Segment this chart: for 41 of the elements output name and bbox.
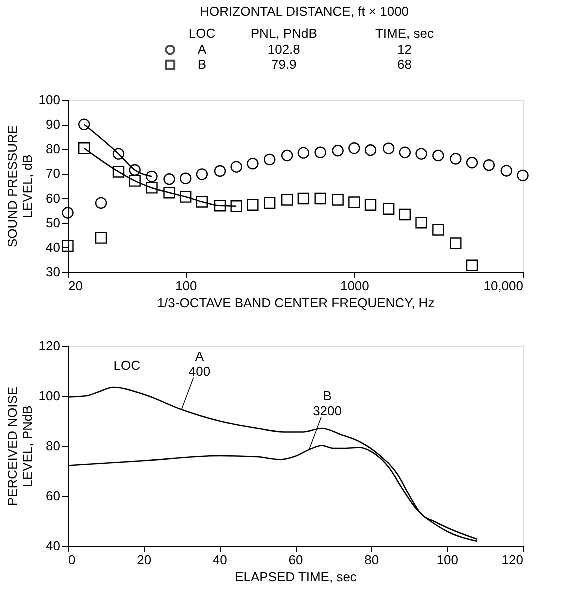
x-tick-label: 40 (212, 552, 228, 568)
y-tick-label: 40 (46, 538, 60, 554)
y-axis-title: PERCEIVED NOISE LEVEL, PNdB (4, 386, 35, 506)
y-tick-label: 90 (46, 117, 60, 132)
annotation: LOC (114, 358, 141, 373)
y-tick-label: 50 (46, 215, 60, 230)
y-tick-label: 60 (46, 190, 60, 206)
x-tick-label: 120 (502, 552, 524, 568)
x-tick-label: 0 (68, 552, 76, 568)
text: 102.8 (268, 42, 300, 57)
y-axis-title: SOUND PRESSURE LEVEL, dB (4, 125, 35, 248)
x-tick-label: 10,000 (484, 278, 524, 294)
y-tick-label: 40 (46, 240, 60, 255)
x-axis-title: 1/3-OCTAVE BAND CENTER FREQUENCY, Hz (157, 296, 435, 310)
x-tick-label: 20 (68, 278, 83, 294)
y-tick-label: 60 (46, 488, 60, 504)
legend-label: B (198, 57, 207, 72)
y-tick-label: 30 (46, 264, 60, 280)
text: PNL, PNdB (250, 26, 318, 41)
text: 79.9 (271, 57, 297, 72)
x-tick-label: 80 (364, 552, 380, 568)
y-tick-label: 100 (38, 388, 60, 404)
x-tick-label: 100 (175, 278, 198, 294)
x-tick-label: 1000 (340, 278, 370, 294)
text: 68 (397, 57, 412, 72)
y-tick-label: 120 (38, 338, 60, 354)
text: TIME, sec (375, 26, 434, 41)
legend-label: A (198, 42, 207, 57)
y-tick-label: 100 (38, 92, 60, 108)
x-tick-label: 60 (288, 552, 304, 568)
legend-title: HORIZONTAL DISTANCE, ft × 1000 (200, 4, 410, 19)
text: LOC (188, 26, 216, 41)
x-tick-label: 20 (137, 552, 152, 568)
annotation: A 400 (188, 348, 211, 379)
y-tick-label: 80 (46, 142, 60, 157)
x-axis-title: ELAPSED TIME, sec (235, 570, 358, 584)
x-tick-label: 100 (436, 552, 459, 568)
y-tick-label: 70 (46, 166, 60, 182)
annotation: B 3200 (313, 388, 342, 418)
y-tick-label: 80 (46, 438, 60, 454)
text: 12 (397, 42, 412, 57)
